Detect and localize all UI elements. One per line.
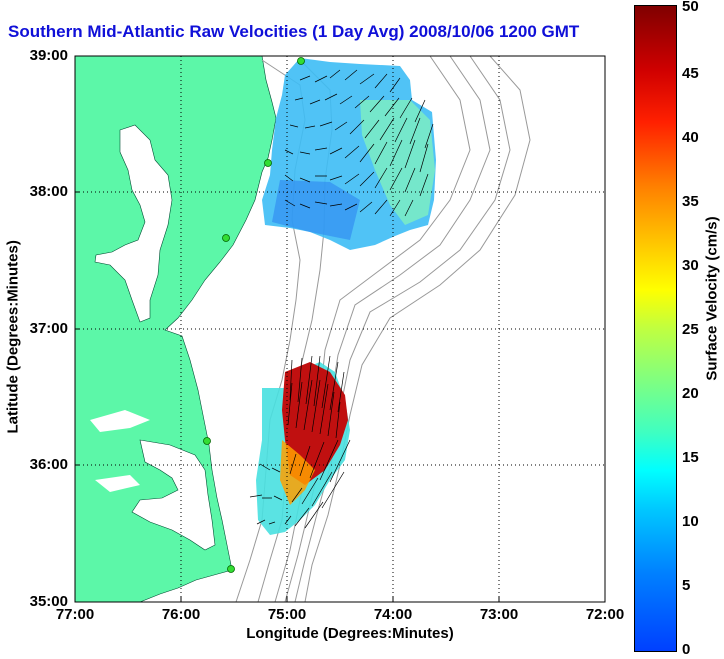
lat-tick-label: 39:00 bbox=[29, 47, 68, 64]
colorbar-tick-label: 45 bbox=[682, 65, 699, 82]
chesapeake-bay bbox=[94, 124, 173, 323]
axis-ticks bbox=[75, 191, 500, 602]
colorbar-tick-label: 30 bbox=[682, 257, 699, 274]
colorbar-tick-label: 15 bbox=[682, 449, 699, 466]
radar-site-markers bbox=[203, 57, 305, 573]
velocity-arrows-north bbox=[284, 69, 434, 217]
colorbar-label: Surface Velocity (cm/s) bbox=[703, 216, 721, 381]
river-inlet bbox=[90, 410, 150, 432]
lon-tick-label: 74:00 bbox=[373, 606, 413, 623]
lat-tick-label: 38:00 bbox=[29, 183, 68, 200]
colorbar-tick-label: 10 bbox=[682, 513, 699, 530]
colorbar-tick-label: 35 bbox=[682, 193, 699, 210]
lon-tick-label: 76:00 bbox=[161, 606, 201, 623]
south-velocity-mid bbox=[280, 440, 315, 505]
colorbar-tick-label: 5 bbox=[682, 577, 691, 594]
colorbar-tick-label: 40 bbox=[682, 129, 699, 146]
map-grid bbox=[75, 56, 605, 602]
lon-tick-label: 72:00 bbox=[585, 606, 625, 623]
lon-tick-label: 75:00 bbox=[267, 606, 307, 623]
lat-tick-label: 37:00 bbox=[29, 320, 68, 337]
north-velocity-lowspeed bbox=[272, 180, 360, 240]
velocity-arrows-south bbox=[249, 355, 351, 529]
colorbar-tick-label: 50 bbox=[682, 0, 699, 15]
colorbar-tick-label: 25 bbox=[682, 321, 699, 338]
lon-tick-label: 77:00 bbox=[55, 606, 95, 623]
river-inlet bbox=[95, 475, 140, 492]
colorbar-tick-label: 0 bbox=[682, 641, 691, 658]
lat-tick-label: 36:00 bbox=[29, 456, 68, 473]
pamlico-sound bbox=[131, 439, 216, 551]
colorbar-tick-label: 20 bbox=[682, 385, 699, 402]
lon-tick-label: 73:00 bbox=[479, 606, 519, 623]
y-axis-label: Latitude (Degrees:Minutes) bbox=[4, 240, 22, 434]
land-mass bbox=[75, 56, 277, 602]
north-velocity-highlight bbox=[360, 100, 435, 225]
map-title: Southern Mid-Atlantic Raw Velocities (1 … bbox=[8, 22, 580, 41]
colorbar bbox=[634, 5, 677, 652]
lat-tick-label: 35:00 bbox=[29, 593, 68, 610]
x-axis-label: Longitude (Degrees:Minutes) bbox=[246, 625, 454, 642]
